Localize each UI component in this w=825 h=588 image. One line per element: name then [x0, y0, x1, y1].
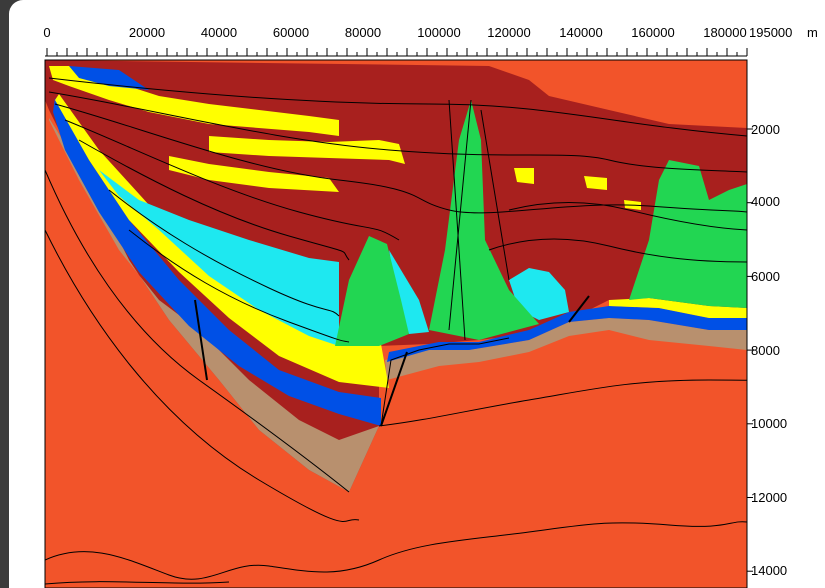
x-tick-label-60000: 60000 — [273, 25, 309, 40]
cyan-layer-mid — [389, 250, 429, 334]
x-tick-label-140000: 140000 — [559, 25, 602, 40]
yellow-layer-right — [609, 298, 747, 318]
green-diapir-1 — [335, 236, 409, 346]
horizon-lines — [45, 77, 747, 585]
yellow-lens-mid — [209, 136, 405, 164]
y-tick-label-14000: 14000 — [751, 563, 787, 578]
y-tick-label-8000: 8000 — [751, 343, 780, 358]
x-tick-label-0: 0 — [43, 25, 50, 40]
fault-lines — [194, 295, 590, 427]
x-tick-label-100000: 100000 — [417, 25, 460, 40]
blue-lens-top — [69, 66, 149, 90]
y-tick-label-10000: 10000 — [751, 416, 787, 431]
x-tick-label-120000: 120000 — [487, 25, 530, 40]
cross-section-figure: 0 20000 40000 60000 80000 100000 120000 … — [9, 0, 825, 588]
yellow-layer-left — [55, 94, 389, 388]
y-tick-label-12000: 12000 — [751, 490, 787, 505]
x-tick-label-80000: 80000 — [345, 25, 381, 40]
x-tick-label-160000: 160000 — [631, 25, 674, 40]
green-diapir-2 — [429, 100, 539, 340]
cyan-layer — [99, 170, 339, 346]
yellow-lens-top — [49, 66, 339, 136]
y-tick-label-2000: 2000 — [751, 122, 780, 137]
yellow-lens-low — [169, 156, 339, 192]
tan-layer-right — [385, 318, 747, 380]
y-tick-label-4000: 4000 — [751, 194, 780, 209]
x-tick-label-195000: 195000 — [749, 25, 792, 40]
y-tick-label-6000: 6000 — [751, 269, 780, 284]
x-tick-label-40000: 40000 — [201, 25, 237, 40]
green-diapir-3 — [629, 160, 747, 308]
blue-layer-right — [387, 306, 747, 362]
x-axis-ticks — [46, 48, 748, 56]
x-tick-label-180000: 180000 — [703, 25, 746, 40]
x-axis-unit: m — [807, 25, 818, 40]
yellow-lens-right-1 — [514, 168, 534, 184]
yellow-lens-right-2 — [584, 176, 607, 190]
y-axis-ticks — [747, 128, 753, 572]
x-tick-label-20000: 20000 — [129, 25, 165, 40]
tan-layer-left — [49, 118, 379, 492]
plot-frame — [44, 59, 748, 588]
geological-cross-section: 0 20000 40000 60000 80000 100000 120000 … — [43, 25, 818, 588]
